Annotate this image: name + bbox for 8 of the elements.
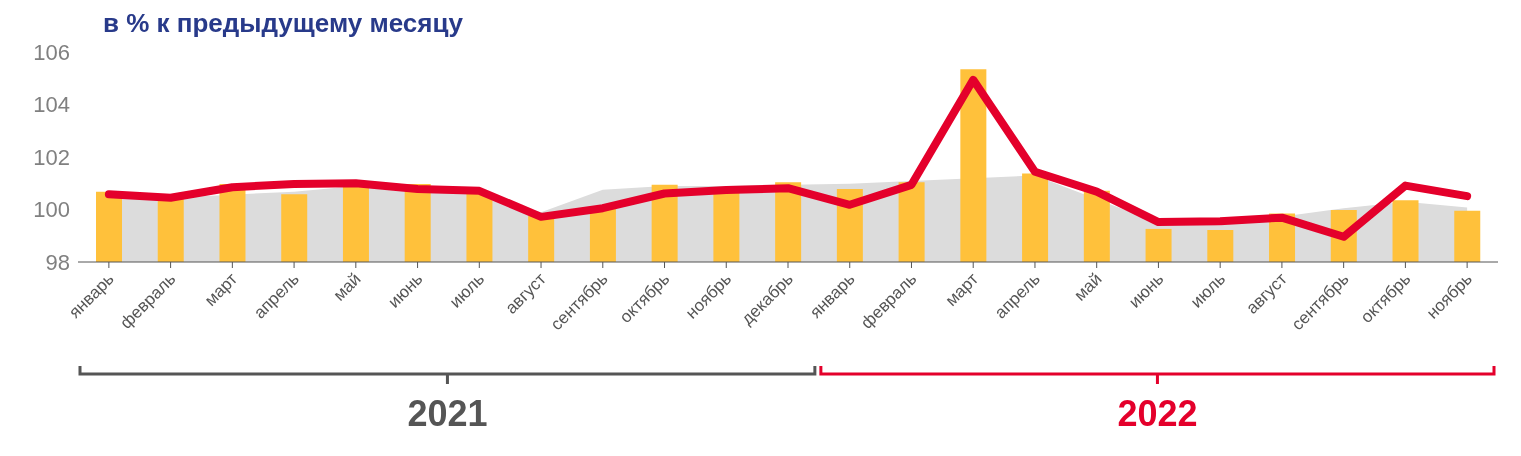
y-tick-label: 102 <box>33 144 70 170</box>
y-tick-label: 100 <box>33 197 70 223</box>
y-tick-label: 98 <box>45 249 70 275</box>
text: 2022 <box>1117 393 1198 434</box>
text: 2021 <box>407 393 488 434</box>
y-tick-label: 104 <box>33 92 70 118</box>
chart-title: в % к предыдущему месяцу <box>103 8 463 38</box>
y-tick-label: 106 <box>33 39 70 65</box>
